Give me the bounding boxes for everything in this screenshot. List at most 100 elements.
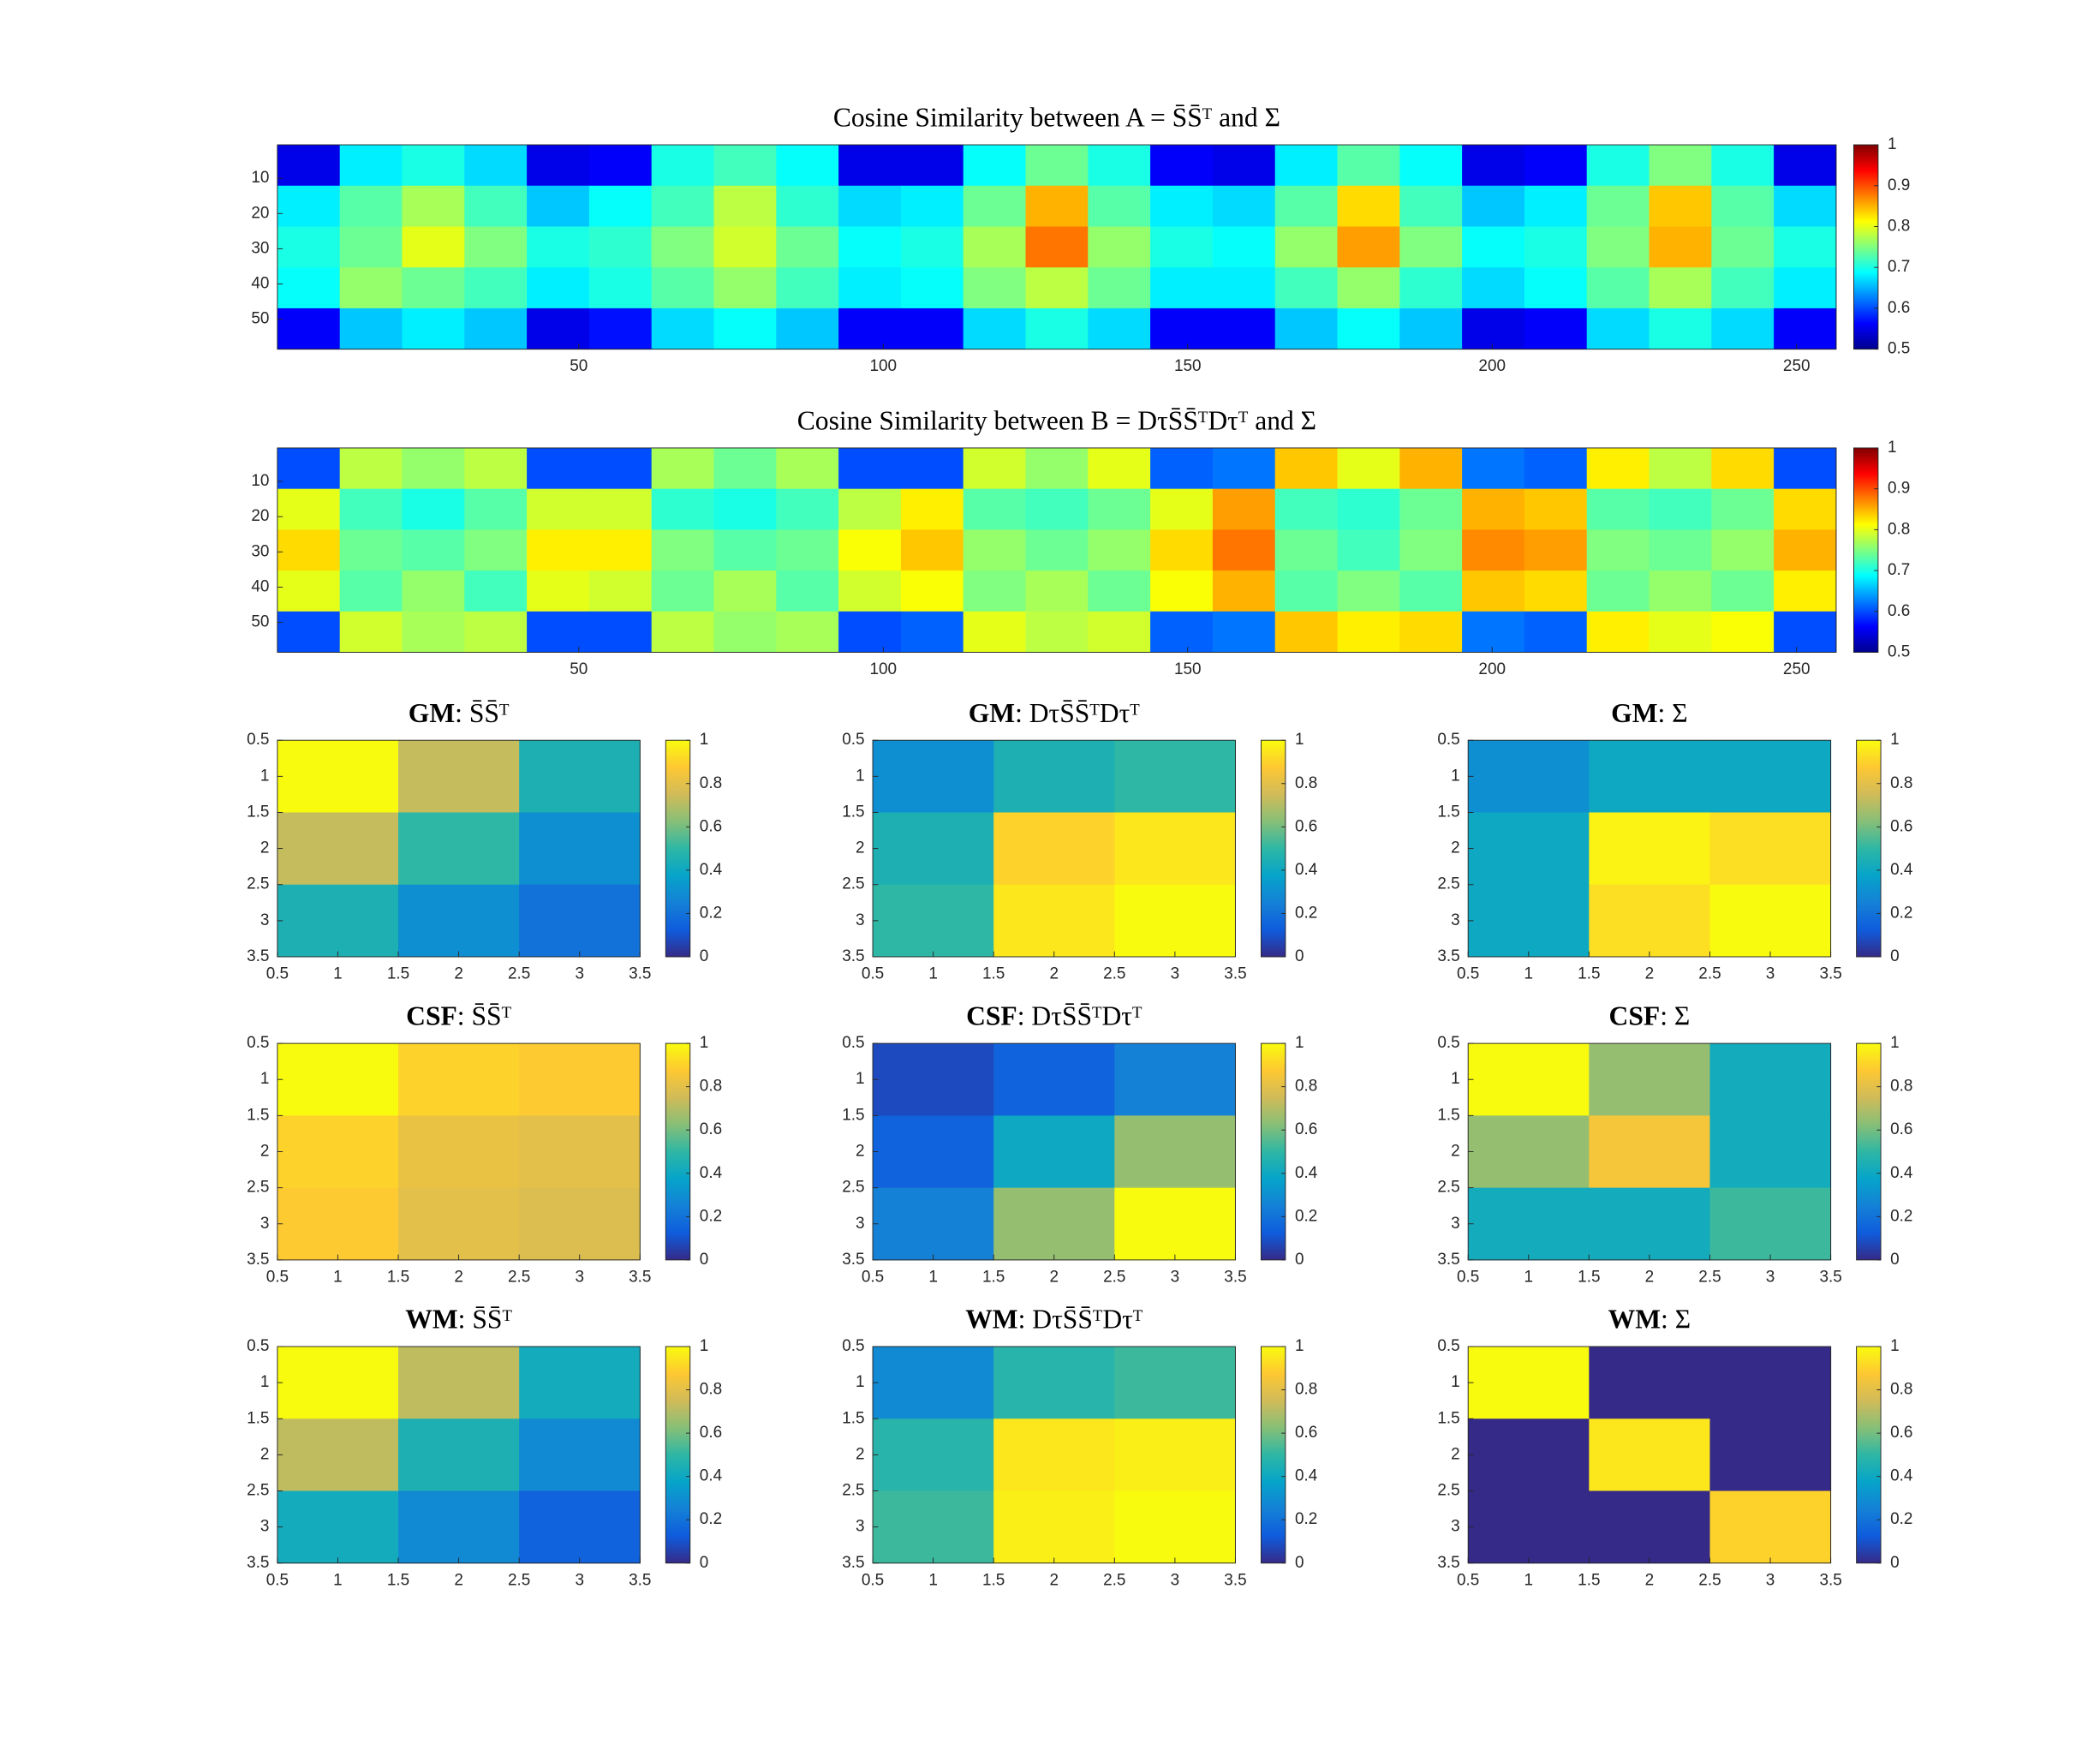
colorbar-tick-label: 0.4 xyxy=(1890,1164,1912,1182)
heatmap-cell xyxy=(900,185,964,227)
chart-title: GM: DτS̄S̄ᵀDτᵀ xyxy=(969,698,1141,728)
colorbar xyxy=(1260,1042,1286,1261)
heatmap-cell xyxy=(713,529,777,571)
heatmap-panel: 50 100 150 200 250 10 20 30 40 50 Cosine Similarit… xyxy=(251,406,1910,678)
heatmap-cell xyxy=(398,1043,520,1116)
y-tick-label: 2 xyxy=(1451,1142,1460,1160)
x-tick-label: 3.5 xyxy=(629,965,651,983)
heatmap-cell xyxy=(1150,488,1214,530)
x-tick-label: 2.5 xyxy=(508,1268,530,1286)
heatmap-cell xyxy=(900,447,964,490)
heatmap-cell xyxy=(1468,812,1590,886)
title-part: Cosine Similarity between B = DτS̄S̄ᵀDτᵀ… xyxy=(797,406,1316,436)
heatmap-cell xyxy=(651,447,714,490)
y-tick-label: 0.5 xyxy=(247,1034,269,1052)
heatmap-cell xyxy=(1337,267,1400,309)
x-tick-label: 1.5 xyxy=(387,1571,409,1589)
heatmap-cell xyxy=(1774,226,1837,268)
heatmap-cell xyxy=(1088,308,1151,350)
heatmap-cell xyxy=(398,812,520,886)
heatmap-cell xyxy=(1589,812,1710,886)
heatmap-cell xyxy=(277,529,341,571)
heatmap-cell xyxy=(1114,1418,1236,1491)
colorbar-tick-label: 0.8 xyxy=(1295,1078,1317,1096)
heatmap-cell xyxy=(1212,226,1276,268)
heatmap-cell xyxy=(588,226,653,268)
y-tick-label: 40 xyxy=(251,577,269,595)
heatmap-cell xyxy=(873,1115,994,1189)
heatmap-cell xyxy=(1337,570,1400,612)
heatmap-cell xyxy=(1709,1115,1832,1189)
y-tick-label: 3.5 xyxy=(1437,947,1459,965)
x-tick-label: 0.5 xyxy=(1457,1571,1479,1589)
heatmap-cell xyxy=(1711,308,1775,350)
y-tick-label: 20 xyxy=(251,507,269,525)
title-part: : S̄S̄ᵀ xyxy=(457,1001,512,1031)
heatmap-cell xyxy=(1586,185,1650,227)
colorbar-tick-label: 0 xyxy=(1890,1554,1900,1572)
heatmap-cell xyxy=(277,488,341,530)
heatmap-cell xyxy=(588,488,653,530)
heatmap-cell xyxy=(1649,308,1712,350)
heatmap-cell xyxy=(588,529,653,571)
heatmap-cell xyxy=(1709,812,1832,886)
x-tick-label: 50 xyxy=(570,660,588,678)
heatmap-cell xyxy=(1274,488,1338,530)
heatmap-cell xyxy=(527,570,590,612)
colorbar xyxy=(665,1042,691,1261)
heatmap-cell xyxy=(1774,145,1837,187)
x-tick-label: 2.5 xyxy=(1698,1268,1721,1286)
heatmap-cell xyxy=(651,529,714,571)
x-tick-label: 1.5 xyxy=(1578,1268,1600,1286)
heatmap-cell xyxy=(1025,267,1089,309)
heatmap-cell xyxy=(1274,308,1338,350)
heatmap-cell xyxy=(1088,447,1151,490)
heatmap-cell xyxy=(464,570,528,612)
heatmap-cell xyxy=(776,570,839,612)
heatmap-cell xyxy=(277,1187,399,1261)
heatmap-cell xyxy=(776,529,839,571)
heatmap-cell xyxy=(1025,570,1089,612)
colorbar-tick-label: 0.2 xyxy=(1295,904,1317,922)
heatmap-cell xyxy=(873,1043,994,1116)
y-tick-label: 3 xyxy=(1451,1518,1460,1536)
heatmap-panel: 0.5 1 1.5 2 2.5 3 3.50.511.522.533.5GM: S̄S̄ᵀ0… xyxy=(247,698,722,983)
x-tick-label: 2.5 xyxy=(508,1571,530,1589)
colorbar-tick-label: 1 xyxy=(1295,731,1304,749)
y-tick-label: 2.5 xyxy=(1437,875,1459,893)
heatmap-cell xyxy=(1025,185,1089,227)
heatmap-cell xyxy=(873,812,994,886)
heatmap-cell xyxy=(1468,1043,1590,1116)
heatmap-cell xyxy=(963,447,1026,490)
colorbar-tick-label: 0.8 xyxy=(1890,1078,1912,1096)
heatmap-cell xyxy=(776,488,839,530)
colorbar-tick-label: 0.6 xyxy=(700,1424,722,1442)
y-tick-label: 2 xyxy=(260,839,270,857)
heatmap-cell xyxy=(713,488,777,530)
heatmap-cell xyxy=(1399,267,1463,309)
colorbar xyxy=(1856,739,1882,958)
colorbar-tick-label: 0.6 xyxy=(1295,1424,1317,1442)
colorbar-tick-label: 1 xyxy=(1888,439,1897,457)
heatmap-cell xyxy=(1709,1187,1832,1261)
chart-title: WM: Σ xyxy=(1608,1305,1691,1335)
heatmap-cell xyxy=(1088,611,1151,653)
chart-title: Cosine Similarity between B = DτS̄S̄ᵀDτᵀ… xyxy=(797,406,1316,436)
heatmap-cell xyxy=(1088,570,1151,612)
heatmap-cell xyxy=(339,529,403,571)
heatmap-cell xyxy=(277,1043,399,1116)
heatmap-cell xyxy=(1468,1115,1590,1189)
heatmap-cell xyxy=(527,267,590,309)
heatmap-cell xyxy=(277,740,399,813)
heatmap-cell xyxy=(1150,226,1214,268)
heatmap-cell xyxy=(1649,570,1712,612)
heatmap-cell xyxy=(1711,226,1775,268)
y-tick-label: 1 xyxy=(260,767,270,785)
heatmap-cell xyxy=(588,185,653,227)
y-tick-label: 1.5 xyxy=(842,803,864,821)
heatmap-cell xyxy=(277,226,341,268)
heatmap-cell xyxy=(1649,611,1712,653)
heatmap-cell xyxy=(1524,570,1588,612)
colorbar-tick-label: 0 xyxy=(1295,947,1304,965)
